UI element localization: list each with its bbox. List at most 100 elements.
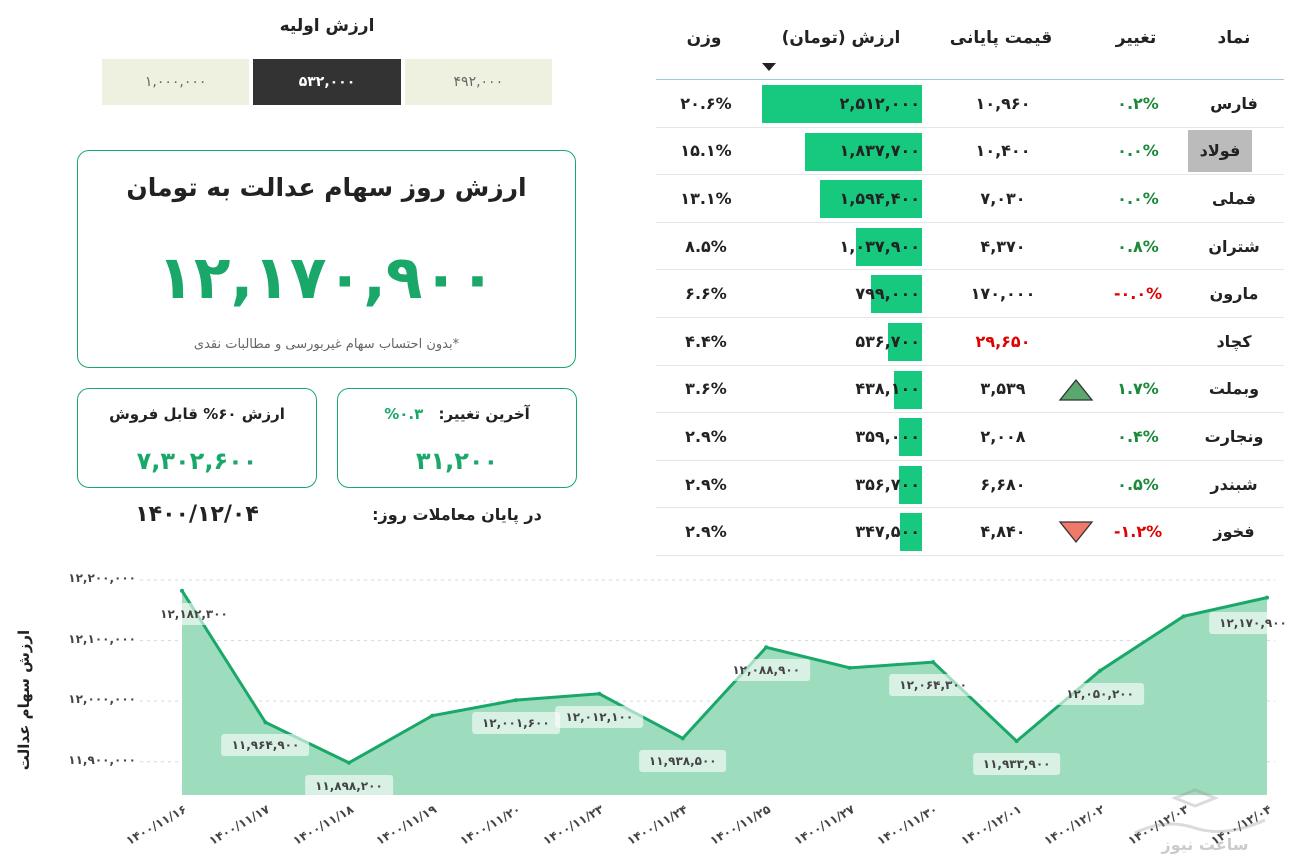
- cell-change: ۰.۰%: [1117, 141, 1159, 161]
- last-change-label: آخرین تغییر:: [438, 405, 530, 423]
- cell-price: ۶,۶۸۰: [980, 474, 1026, 494]
- cell-symbol[interactable]: فخوز: [1213, 522, 1255, 542]
- value-bar: [899, 418, 922, 457]
- cell-symbol[interactable]: شتران: [1208, 236, 1260, 256]
- data-point: [263, 720, 268, 725]
- data-point: [1181, 614, 1186, 619]
- cell-change: -۰.۰%: [1113, 284, 1163, 304]
- cell-weight: ۴.۴%: [685, 331, 727, 351]
- data-label: ۱۲,۰۶۴,۳۰۰: [889, 674, 977, 697]
- cell-symbol[interactable]: کچاد: [1216, 331, 1252, 351]
- cell-symbol[interactable]: فملی: [1212, 188, 1256, 208]
- data-label: ۱۱,۸۹۸,۲۰۰: [305, 774, 393, 797]
- y-tick-label: ۱۲,۰۰۰,۰۰۰: [68, 692, 136, 707]
- cell-value: ۴۳۸,۱۰۰: [754, 366, 922, 413]
- data-label: ۱۲,۰۸۸,۹۰۰: [722, 659, 811, 682]
- cell-weight: ۲.۹%: [685, 426, 727, 446]
- header-price[interactable]: قیمت پایانی: [949, 28, 1053, 48]
- data-label: ۱۲,۰۵۰,۲۰۰: [1056, 682, 1144, 705]
- table-row[interactable]: کچاد ۲۹,۶۵۰ ۵۳۶,۷۰۰ ۴.۴%: [656, 318, 1284, 366]
- value-bar: [899, 513, 922, 552]
- main-card-title: ارزش روز سهام عدالت به تومان: [126, 173, 527, 202]
- table-row[interactable]: ونجارت ۰.۴% ۲,۰۰۸ ۳۵۹,۰۰۰ ۲.۹%: [656, 413, 1284, 461]
- cell-price: ۲,۰۰۸: [980, 426, 1026, 446]
- data-point: [597, 691, 602, 696]
- cell-change: ۰.۰%: [1117, 188, 1159, 208]
- sellable-value: ۷,۳۰۲,۶۰۰: [136, 447, 258, 475]
- cell-price: ۳,۵۳۹: [980, 379, 1026, 399]
- table-body: فارس ۰.۲% ۱۰,۹۶۰ ۲,۵۱۲,۰۰۰ ۲۰.۶% فولاد ۰.۰% ۱۰,…: [656, 80, 1284, 556]
- initial-option-532000[interactable]: ۵۳۲,۰۰۰: [253, 59, 401, 105]
- cell-value: ۱,۸۳۷,۷۰۰: [754, 128, 922, 175]
- table-row[interactable]: فولاد ۰.۰% ۱۰,۴۰۰ ۱,۸۳۷,۷۰۰ ۱۵.۱%: [656, 128, 1284, 176]
- value-bar: [871, 275, 922, 314]
- cell-change: -۱.۲%: [1113, 522, 1163, 542]
- sellable-value-label: ارزش ۶۰% قابل فروش: [109, 405, 285, 423]
- watermark-logo: ساعت نیوز: [1134, 788, 1266, 854]
- initial-option-1000000[interactable]: ۱,۰۰۰,۰۰۰: [102, 59, 250, 105]
- table-row[interactable]: فملی ۰.۰% ۷,۰۳۰ ۱,۵۹۴,۴۰۰ ۱۳.۱%: [656, 175, 1284, 223]
- y-axis-title: ارزش سهام عدالت: [15, 629, 33, 771]
- cell-weight: ۱۵.۱%: [680, 141, 732, 161]
- cell-price: ۲۹,۶۵۰: [975, 331, 1031, 351]
- series-line: [180, 589, 1268, 765]
- header-value[interactable]: ارزش (تومان): [781, 28, 901, 48]
- main-card-value: ۱۲,۱۷۰,۹۰۰: [157, 243, 496, 313]
- cell-change: ۰.۵%: [1117, 474, 1159, 494]
- y-tick-label: ۱۲,۲۰۰,۰۰۰: [68, 571, 136, 585]
- cell-price: ۱۰,۴۰۰: [975, 141, 1031, 161]
- cell-change: [1098, 318, 1178, 365]
- cell-symbol[interactable]: مارون: [1209, 284, 1259, 304]
- value-bar: [894, 370, 922, 409]
- initial-option-492000[interactable]: ۴۹۲,۰۰۰: [404, 59, 552, 105]
- main-card-note: *بدون احتساب سهام غیربورسی و مطالبات نقد…: [193, 337, 460, 352]
- data-label: ۱۲,۰۰۱,۶۰۰: [471, 712, 560, 735]
- value-bar: [762, 85, 922, 123]
- table-row[interactable]: شبندر ۰.۵% ۶,۶۸۰ ۳۵۶,۷۰۰ ۲.۹%: [656, 461, 1284, 509]
- table-row[interactable]: فارس ۰.۲% ۱۰,۹۶۰ ۲,۵۱۲,۰۰۰ ۲۰.۶%: [656, 80, 1284, 128]
- last-change-pct: ۰.۳%: [384, 405, 424, 423]
- cell-symbol[interactable]: فارس: [1210, 93, 1258, 113]
- header-change[interactable]: تغییر: [1115, 28, 1157, 48]
- table-row[interactable]: وبملت ۱.۷% ۳,۵۳۹ ۴۳۸,۱۰۰ ۳.۶%: [656, 366, 1284, 414]
- sort-desc-icon[interactable]: [762, 63, 776, 71]
- cell-value: ۳۴۷,۵۰۰: [754, 508, 922, 555]
- header-weight[interactable]: وزن: [686, 28, 722, 48]
- cell-value: ۳۵۶,۷۰۰: [754, 461, 922, 508]
- cell-change: ۰.۴%: [1117, 426, 1159, 446]
- cell-weight: ۱۳.۱%: [680, 188, 732, 208]
- cell-price: ۴,۸۴۰: [980, 522, 1026, 542]
- cell-symbol[interactable]: ونجارت: [1204, 426, 1264, 446]
- table-row[interactable]: مارون -۰.۰% ۱۷۰,۰۰۰ ۷۹۹,۰۰۰ ۶.۶%: [656, 270, 1284, 318]
- data-label: ۱۲,۰۱۲,۱۰۰: [555, 705, 644, 728]
- cell-symbol[interactable]: شبندر: [1210, 474, 1258, 494]
- cell-price: ۷,۰۳۰: [980, 188, 1026, 208]
- value-text: ۵۳۶,۷۰۰: [855, 331, 920, 351]
- header-symbol[interactable]: نماد: [1217, 28, 1251, 48]
- value-text: ۱,۵۹۴,۴۰۰: [839, 188, 920, 208]
- cell-symbol[interactable]: وبملت: [1208, 379, 1260, 399]
- data-point: [680, 736, 685, 741]
- table-row[interactable]: فخوز -۱.۲% ۴,۸۴۰ ۳۴۷,۵۰۰ ۲.۹%: [656, 508, 1284, 556]
- value-text: ۳۴۷,۵۰۰: [855, 522, 920, 542]
- data-point: [1098, 668, 1103, 673]
- initial-value-title: ارزش اولیه: [279, 16, 375, 36]
- last-change-label-row: آخرین تغییر: ۰.۳%: [338, 405, 576, 423]
- cell-weight: ۲.۹%: [685, 474, 727, 494]
- cell-symbol[interactable]: فولاد: [1188, 129, 1252, 172]
- trading-date: ۱۴۰۰/۱۲/۰۴: [135, 502, 259, 527]
- value-bar: [855, 227, 922, 266]
- cell-change: ۱.۷%: [1117, 379, 1159, 399]
- cell-weight: ۳.۶%: [685, 379, 727, 399]
- data-point: [513, 698, 518, 703]
- y-tick-label: ۱۱,۹۰۰,۰۰۰: [68, 752, 136, 767]
- table-row[interactable]: شتران ۰.۸% ۴,۳۷۰ ۱,۰۳۷,۹۰۰ ۸.۵%: [656, 223, 1284, 271]
- data-point: [346, 760, 351, 765]
- value-history-chart: ارزش سهام عدالت ۱۱,۹۰۰,۰۰۰ ۱۲,۰۰۰,۰۰۰ ۱۲,۱…: [0, 560, 1295, 865]
- cell-change: ۰.۲%: [1117, 93, 1159, 113]
- cell-value: ۱,۵۹۴,۴۰۰: [754, 175, 922, 222]
- data-label: ۱۱,۹۳۳,۹۰۰: [972, 753, 1061, 776]
- data-label: ۱۲,۱۷۰,۹۰۰: [1209, 611, 1295, 634]
- value-text: ۱,۸۳۷,۷۰۰: [839, 141, 920, 161]
